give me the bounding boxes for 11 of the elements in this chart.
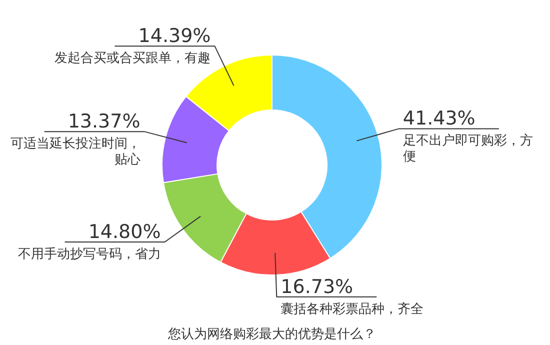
text: 您认为网络购彩最大的优势是什么？	[167, 327, 376, 342]
slice-label: 可适当延长投注时间，贴心	[10, 136, 140, 168]
slice-label: 发起合买或合买跟单，有趣	[54, 51, 211, 66]
data-label: 41.43%	[402, 108, 476, 130]
data-label: 14.39%	[138, 25, 211, 48]
slice-label: 足不出户即可购彩，方便	[402, 132, 533, 165]
slice-label: 囊括各种彩票品种，齐全	[280, 302, 424, 317]
data-label: 16.73%	[280, 276, 354, 298]
slice-label: 不用手动抄写号码，省力	[18, 246, 161, 262]
data-label: 13.37%	[68, 110, 140, 133]
data-label: 14.80%	[88, 220, 161, 243]
